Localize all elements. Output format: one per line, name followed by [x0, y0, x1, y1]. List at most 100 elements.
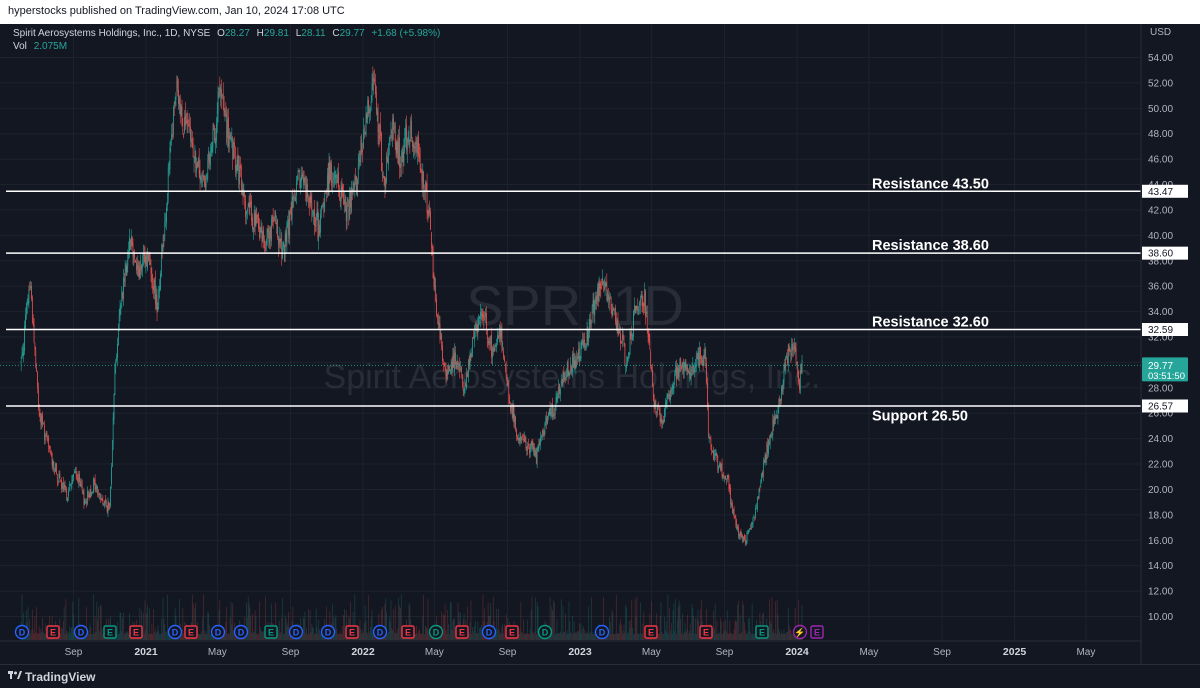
earnings-marker[interactable] [264, 625, 278, 639]
candle-body [407, 139, 409, 143]
volume-bar [372, 633, 374, 640]
volume-bar [248, 603, 250, 640]
earnings-marker[interactable] [644, 625, 658, 639]
volume-bar [549, 597, 551, 640]
dividend-marker[interactable] [320, 624, 336, 640]
candle-body [438, 322, 440, 326]
dividend-marker[interactable] [288, 624, 304, 640]
volume-bar [719, 632, 720, 640]
earnings-marker[interactable] [345, 625, 359, 639]
dividend-marker[interactable] [167, 624, 183, 640]
volume-bar [476, 633, 478, 640]
candle-body [124, 278, 125, 281]
candle-body [268, 232, 270, 243]
earnings-marker[interactable] [129, 625, 143, 639]
candle-body [32, 321, 34, 325]
candle-body [374, 79, 375, 82]
volume-bar [98, 607, 99, 640]
earnings-marker[interactable] [699, 625, 713, 639]
dividend-marker[interactable] [481, 624, 497, 640]
dividend-marker[interactable] [14, 624, 30, 640]
candle-body [365, 114, 367, 136]
earnings-marker[interactable] [505, 625, 519, 639]
volume-bar [568, 601, 570, 640]
earnings-marker[interactable] [401, 625, 415, 639]
candle-body [53, 461, 55, 470]
volume-bar [607, 633, 609, 640]
price-chart[interactable]: SPR, 1D Spirit Aerosystems Holdings, Inc… [0, 24, 1200, 664]
volume-bar [641, 633, 643, 640]
earnings-marker[interactable] [455, 625, 469, 639]
candle-body [705, 349, 707, 362]
candle-body [560, 389, 561, 395]
candle-body [704, 349, 706, 356]
time-tick-label: May [1076, 647, 1095, 658]
candle-body [474, 324, 476, 330]
dividend-marker[interactable] [428, 624, 444, 640]
dividend-marker[interactable] [210, 624, 226, 640]
candle-body [571, 366, 572, 372]
tradingview-logo-icon [8, 671, 22, 679]
volume-bar [689, 623, 691, 640]
candle-body [745, 541, 747, 544]
dividend-marker[interactable] [537, 624, 553, 640]
candle-body [228, 135, 230, 146]
level-price-tag-label: 26.57 [1148, 401, 1173, 412]
candle-body [369, 108, 370, 114]
candle-body [574, 360, 576, 369]
candle-body [440, 336, 442, 339]
volume-bar [555, 633, 557, 640]
candle-body [742, 538, 744, 542]
volume-bar [271, 603, 272, 640]
candle-body [769, 435, 771, 446]
earnings-marker[interactable] [46, 625, 60, 639]
candle-body [278, 234, 280, 245]
candle-body [657, 406, 658, 411]
earnings-marker[interactable] [755, 625, 769, 639]
candle-body [691, 370, 693, 371]
close-value: 29.77 [339, 28, 365, 39]
earnings-marker[interactable] [103, 625, 117, 639]
dividend-marker[interactable] [73, 624, 89, 640]
candle-body [461, 366, 462, 373]
dividend-marker[interactable] [233, 624, 249, 640]
candle-body [320, 214, 321, 233]
dividend-marker[interactable] [372, 624, 388, 640]
volume-bar [773, 629, 775, 640]
event-marker-label: D [377, 628, 384, 638]
candle-body [530, 443, 532, 447]
volume-bar [741, 631, 743, 640]
candle-body [520, 436, 522, 441]
candle-body [392, 119, 394, 140]
candle-body [192, 142, 194, 157]
split-marker[interactable] [792, 624, 808, 640]
volume-bar [682, 613, 683, 640]
candle-body [511, 406, 512, 409]
volume-bar [161, 632, 163, 640]
candle-body [569, 373, 571, 375]
volume-bar [695, 618, 696, 640]
candle-body [308, 199, 309, 200]
candle-body [29, 287, 31, 288]
symbol-legend[interactable]: Spirit Aerosystems Holdings, Inc., 1D, N… [13, 27, 440, 53]
price-tick-label: 52.00 [1148, 78, 1173, 89]
candle-body [111, 467, 112, 485]
candle-body [466, 372, 467, 389]
volume-bar [70, 628, 72, 640]
earnings-marker[interactable] [810, 625, 824, 639]
time-axis[interactable]: Sep 2021 May Sep 2022 May Sep 2023 May Sep 2024 May… [65, 646, 1096, 658]
earnings-marker[interactable] [184, 625, 198, 639]
event-marker-label: D [19, 628, 26, 638]
candle-body [404, 138, 406, 150]
open-value: 28.27 [224, 28, 250, 39]
volume-bar [690, 632, 692, 640]
volume-bar [752, 633, 754, 640]
candle-body [480, 312, 482, 313]
price-axis-panel[interactable] [1141, 24, 1200, 664]
volume-bar [497, 629, 498, 640]
candle-body [241, 185, 243, 187]
volume-bar [523, 633, 525, 640]
volume-bar [394, 632, 395, 640]
candle-body [223, 108, 225, 117]
dividend-marker[interactable] [594, 624, 610, 640]
